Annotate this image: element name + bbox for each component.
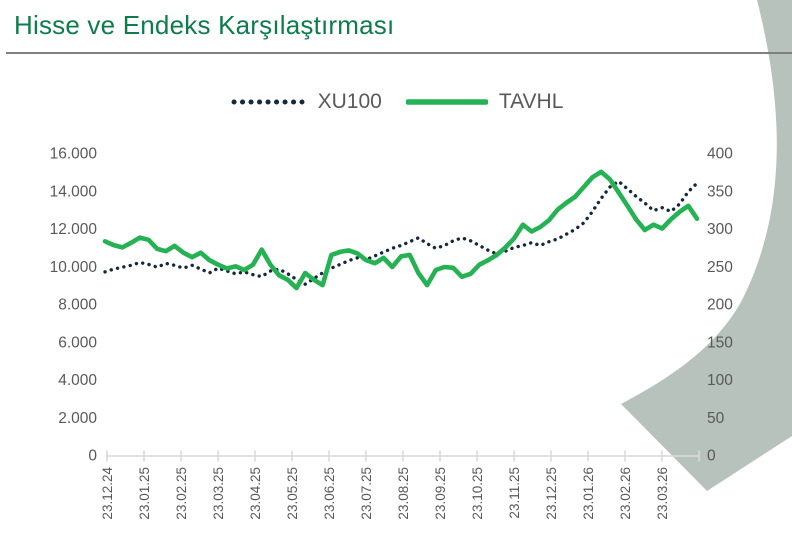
page-title: Hisse ve Endeks Karşılaştırması (14, 10, 395, 40)
left-axis-label: 10.000 (50, 259, 98, 276)
x-axis-label: 23.01.25 (137, 467, 152, 520)
left-axis-label: 8.000 (58, 297, 97, 314)
x-axis-label: 23.04.25 (248, 467, 263, 520)
x-axis-label: 23.03.26 (655, 467, 670, 520)
left-axis-label: 0 (88, 448, 97, 465)
right-axis-label: 350 (707, 183, 733, 200)
x-axis-label: 23.12.24 (100, 467, 115, 520)
x-axis-label: 23.08.25 (396, 467, 411, 520)
tavhl-solid-line-icon (405, 99, 488, 105)
x-axis-label: 23.12.25 (544, 467, 559, 520)
legend-item-xu100: XU100 (229, 90, 382, 114)
legend-item-tavhl: TAVHL (405, 90, 564, 114)
xu100-series-line (103, 179, 699, 286)
x-axis-label: 23.03.25 (211, 467, 226, 520)
title-divider-line (6, 52, 792, 54)
right-axis-label: 200 (707, 297, 733, 314)
right-axis-label: 50 (707, 410, 725, 427)
x-axis-label: 23.07.25 (359, 467, 374, 520)
left-axis-label: 12.000 (50, 221, 98, 238)
right-axis-label: 300 (707, 221, 733, 238)
right-axis-label: 150 (707, 334, 733, 351)
right-axis-label: 0 (707, 448, 716, 465)
x-axis-label: 23.02.25 (174, 467, 189, 520)
swoosh-ribbon (621, 0, 792, 491)
left-axis-label: 6.000 (58, 334, 97, 351)
tavhl-series-line (102, 169, 700, 291)
x-axis-label: 23.02.26 (618, 467, 633, 520)
left-axis-label: 14.000 (50, 183, 98, 200)
x-axis-label: 23.09.25 (433, 467, 448, 520)
left-axis-label: 2.000 (58, 410, 97, 427)
x-axis-label: 23.05.25 (285, 467, 300, 520)
x-axis-label: 23.01.26 (581, 467, 596, 520)
chart-legend: XU100 TAVHL (0, 90, 792, 114)
x-axis-label: 23.10.25 (470, 467, 485, 520)
left-axis-label: 4.000 (58, 372, 97, 389)
legend-label-xu100: XU100 (317, 90, 382, 113)
x-axis-label: 23.11.25 (507, 467, 522, 519)
right-axis-label: 250 (707, 259, 733, 276)
legend-label-tavhl: TAVHL (498, 90, 564, 113)
left-axis-label: 16.000 (50, 146, 98, 163)
x-axis-label: 23.06.25 (322, 467, 337, 520)
right-axis-label: 100 (707, 372, 733, 389)
right-axis-label: 400 (707, 146, 733, 163)
xu100-dotted-line-icon (231, 99, 305, 105)
